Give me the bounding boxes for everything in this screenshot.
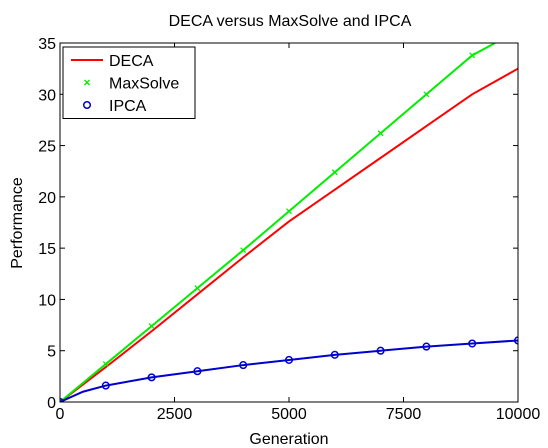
data-point-maxsolve-3 [194,285,201,292]
data-point-maxsolve-3-b [194,285,201,292]
data-point-ipca-1 [101,381,110,390]
legend-marker-maxsolve-b [84,79,90,86]
data-point-maxsolve-8 [423,91,430,98]
chart-title: DECA versus MaxSolve and IPCA [169,13,412,30]
data-point-ipca-10 [513,336,518,345]
y-tick-label-1: 5 [47,344,56,361]
data-point-ipca-8 [422,342,431,351]
y-tick-label-2: 10 [38,292,56,309]
legend-label-deca: DECA [109,53,154,70]
data-point-maxsolve-7 [377,130,384,137]
axes: 0 2500 5000 7500 10000 0 5 10 15 20 25 30 35 [38,36,540,423]
data-point-maxsolve-8-b [423,91,430,98]
x-tick-label-2: 5000 [271,406,307,423]
x-tick-label-4: 10000 [496,406,541,423]
y-axis-label: Performance [9,177,26,269]
legend-item-deca: DECA [71,53,154,70]
data-point-ipca-3 [193,367,202,376]
y-tick-label-4: 20 [38,190,56,207]
legend-label-ipca: IPCA [109,98,147,115]
data-point-maxsolve-5 [286,208,292,215]
data-point-maxsolve-6 [331,169,338,176]
data-point-maxsolve-1 [102,361,109,368]
data-point-maxsolve-9-b [469,52,476,59]
data-point-maxsolve-7-b [377,130,384,137]
legend: DECA MaxSolve IPCA [62,46,196,119]
data-point-ipca-4 [239,361,248,370]
data-point-maxsolve-6-b [331,169,338,176]
data-point-ipca-2 [147,373,156,382]
data-point-ipca-9 [468,339,477,348]
y-tick-label-6: 30 [38,87,56,104]
data-point-maxsolve-9 [469,52,476,59]
data-point-ipca-6 [330,350,339,359]
data-point-maxsolve-1-b [102,361,109,368]
data-point-maxsolve-4-b [240,247,247,254]
x-tick-label-3: 7500 [386,406,422,423]
series-line-deca [60,67,518,402]
data-point-maxsolve-4 [240,247,247,254]
data-point-ipca-7 [376,346,385,355]
data-point-maxsolve-5-b [286,208,292,215]
legend-box [62,46,196,119]
x-tick-label-0: 0 [56,406,65,423]
series-deca [60,67,518,402]
y-tick-label-5: 25 [38,139,56,156]
x-axis-label: Generation [249,431,328,448]
y-tick-label-7: 35 [38,36,56,53]
data-point-maxsolve-2 [148,323,155,330]
legend-marker-ipca [82,100,92,110]
data-point-ipca-5 [284,355,294,364]
legend-item-ipca: IPCA [82,98,147,115]
x-tick-label-1: 2500 [157,406,193,423]
y-tick-label-0: 0 [47,395,56,412]
data-point-maxsolve-2-b [148,323,155,330]
plot-area [60,43,518,402]
y-tick-label-3: 15 [38,241,56,258]
legend-label-maxsolve: MaxSolve [109,76,179,93]
legend-item-maxsolve: MaxSolve [84,76,179,93]
